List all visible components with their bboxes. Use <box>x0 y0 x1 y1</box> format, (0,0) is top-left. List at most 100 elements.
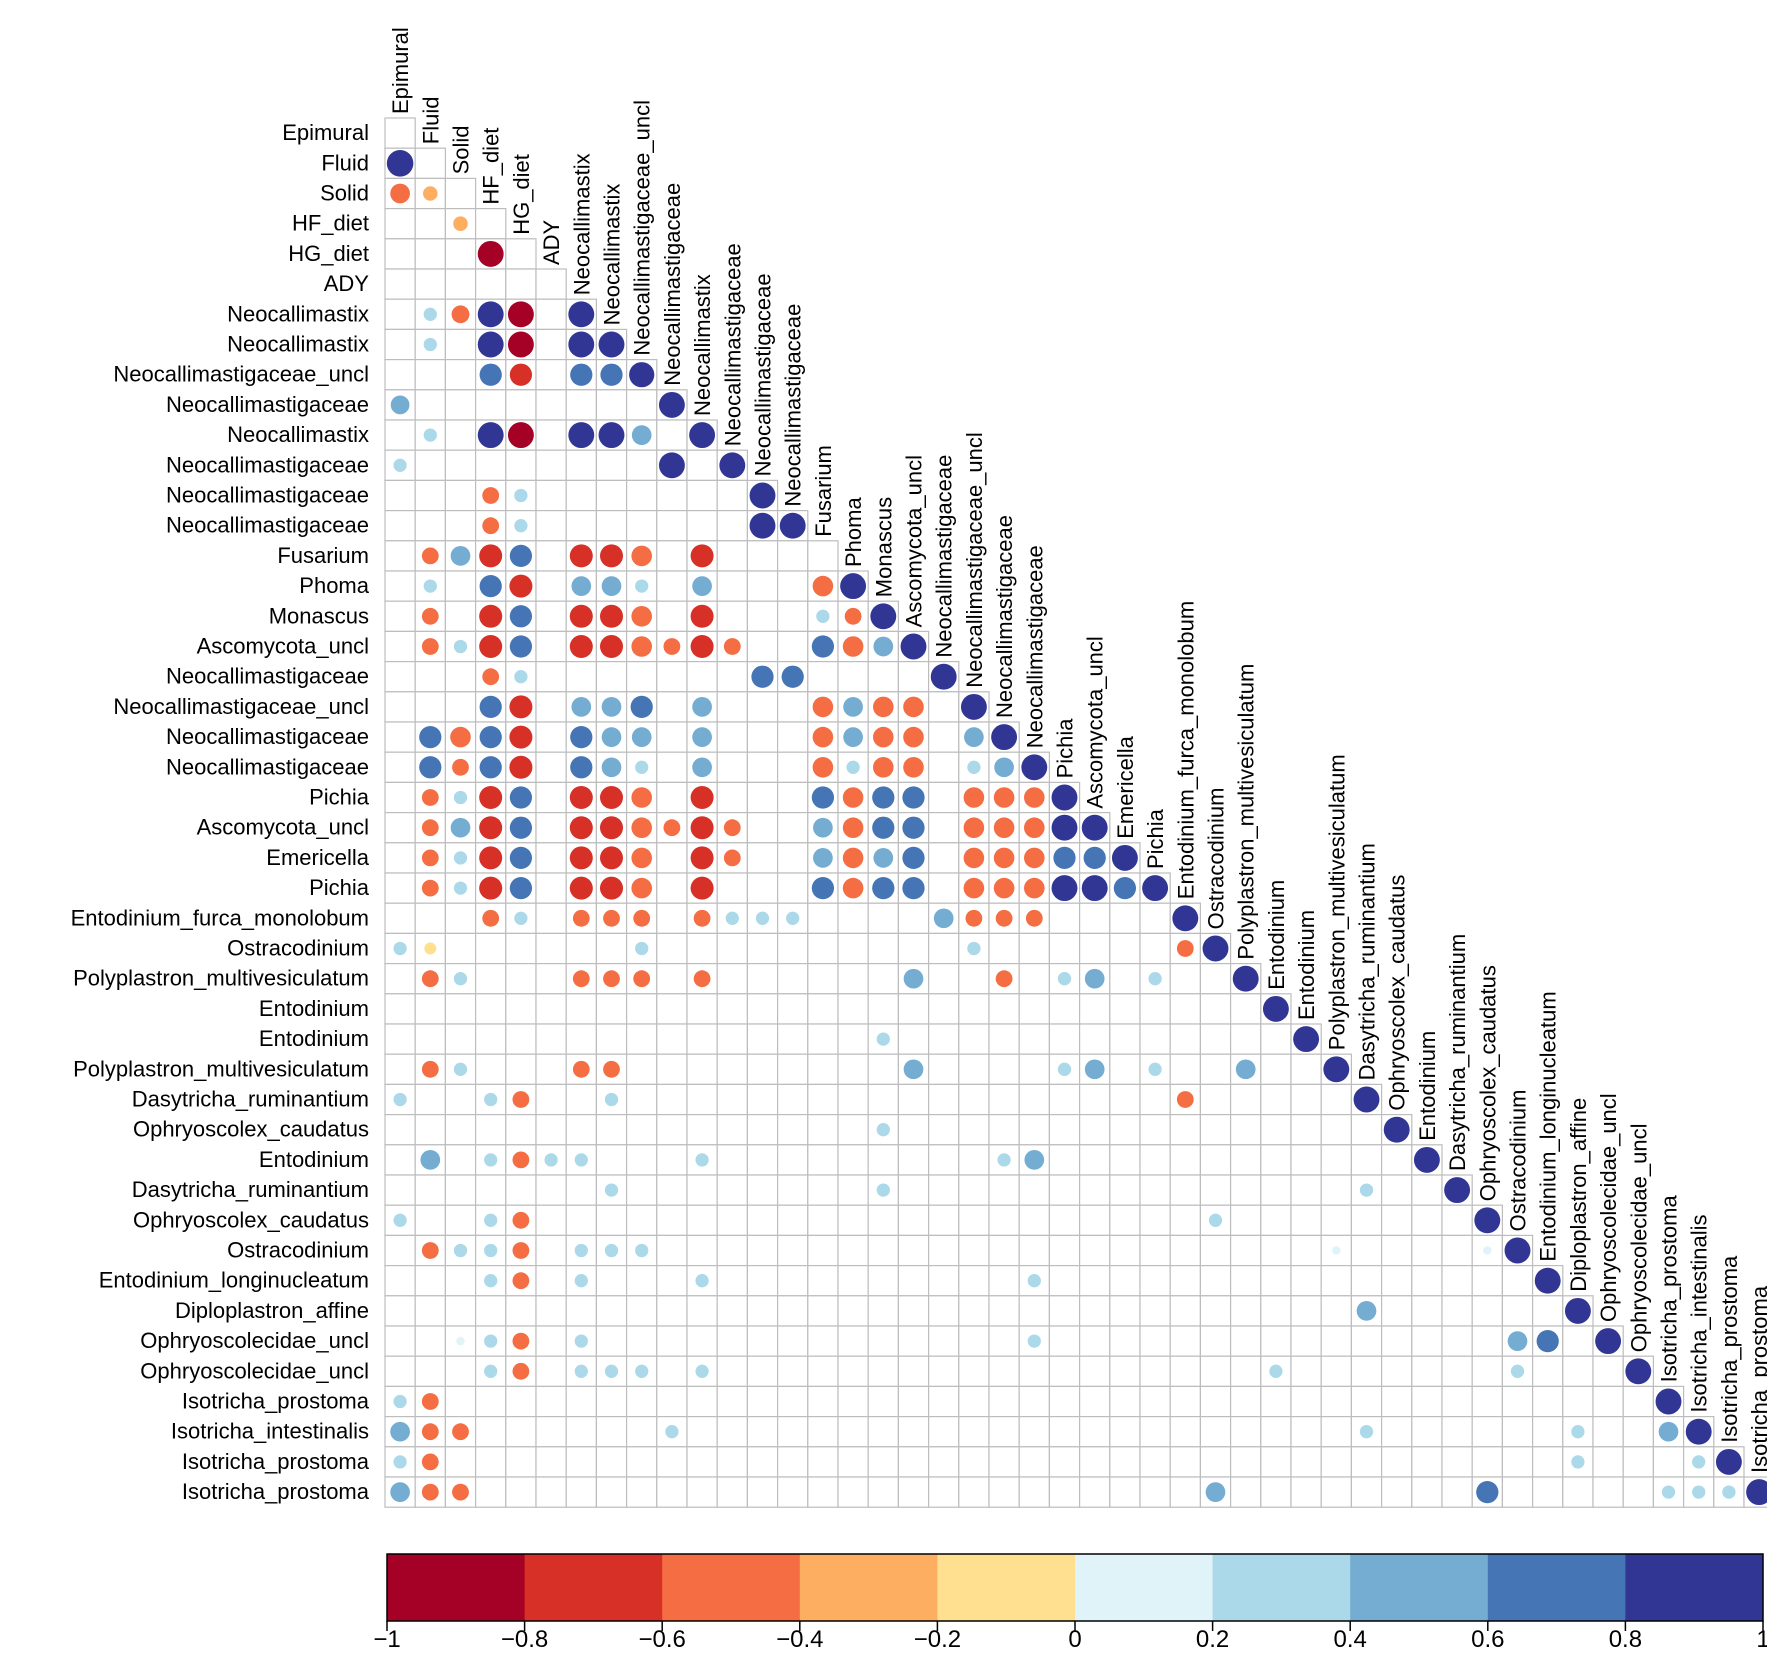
grid-cell <box>535 600 567 633</box>
grid-cell <box>1048 1234 1081 1267</box>
color-legend-tick-label: −0.4 <box>776 1626 823 1653</box>
color-legend-tick-label: −0.6 <box>639 1626 686 1653</box>
grid-cell <box>1350 1204 1383 1236</box>
grid-cell <box>1320 1295 1352 1327</box>
grid-cell <box>1622 1385 1654 1418</box>
correlation-circle <box>1269 1364 1283 1378</box>
correlation-circle <box>604 1183 619 1197</box>
correlation-circle <box>963 877 985 899</box>
column-label: Neocallimastix <box>569 153 594 295</box>
grid-cell <box>475 449 507 482</box>
correlation-circle <box>574 1274 588 1288</box>
grid-cell <box>807 902 839 935</box>
grid-cell <box>897 660 930 693</box>
grid-cell <box>656 570 688 602</box>
grid-cell <box>686 993 718 1025</box>
grid-cell <box>384 721 416 753</box>
grid-cell <box>1018 1355 1051 1387</box>
grid-cell <box>1078 1385 1111 1418</box>
grid-cell <box>1380 1355 1413 1387</box>
grid-cell <box>1048 1325 1081 1357</box>
grid-cell <box>897 1234 930 1267</box>
grid-cell <box>1501 1385 1534 1418</box>
grid-cell <box>746 1476 779 1508</box>
column-label: Entodinium <box>1264 880 1289 990</box>
correlation-circle <box>1027 1334 1041 1348</box>
grid-cell <box>716 600 749 633</box>
grid-cell <box>988 1083 1020 1116</box>
grid-cell <box>565 1446 598 1478</box>
grid-cell <box>595 1446 628 1478</box>
correlation-circle <box>569 816 593 840</box>
grid-cell <box>1199 1234 1232 1267</box>
grid-cell <box>776 1295 809 1327</box>
correlation-circle <box>635 1364 649 1378</box>
correlation-circle <box>693 970 711 988</box>
grid-cell <box>625 1446 658 1478</box>
grid-cell <box>565 389 598 421</box>
grid-cell <box>1048 1446 1081 1478</box>
grid-cell <box>1290 1144 1322 1176</box>
grid-cell <box>1260 1234 1292 1267</box>
grid-cell <box>1260 1083 1292 1116</box>
color-legend-bin <box>799 1554 938 1621</box>
correlation-circle <box>1111 844 1138 871</box>
correlation-circle <box>842 817 864 838</box>
grid-cell <box>414 660 447 693</box>
correlation-circle <box>1057 972 1072 986</box>
row-label: Neocallimastigaceae <box>166 664 369 689</box>
grid-cell <box>595 449 628 482</box>
correlation-circle <box>453 881 468 895</box>
grid-cell <box>565 1023 598 1055</box>
row-label: Entodinium <box>259 996 369 1021</box>
grid-cell <box>414 1325 447 1357</box>
row-label: Ostracodinium <box>227 936 369 961</box>
correlation-circle <box>1323 1056 1350 1083</box>
correlation-circle <box>477 240 504 267</box>
correlation-circle <box>479 604 503 628</box>
grid-cell <box>1139 1083 1171 1116</box>
grid-cell <box>988 1415 1020 1448</box>
correlation-circle <box>631 817 652 838</box>
row-label: Diploplastron_affine <box>175 1298 369 1323</box>
grid-cell <box>746 1234 779 1267</box>
grid-cell <box>414 449 447 482</box>
grid-cell <box>505 238 537 270</box>
grid-cell <box>867 1415 900 1448</box>
correlation-circle <box>484 1153 498 1167</box>
grid-cell <box>807 540 839 572</box>
correlation-circle <box>873 636 894 657</box>
color-legend-bin <box>1625 1554 1764 1621</box>
grid-cell <box>1199 1053 1232 1085</box>
grid-cell <box>444 479 477 512</box>
grid-cell <box>384 117 416 149</box>
grid-cell <box>384 540 416 572</box>
correlation-circle <box>872 786 895 809</box>
grid-cell <box>927 721 960 753</box>
correlation-circle <box>421 547 439 565</box>
correlation-circle <box>423 579 437 593</box>
grid-cell <box>1471 1385 1503 1418</box>
correlation-circle <box>872 876 895 900</box>
grid-cell <box>414 691 447 723</box>
column-label: Ophryoscolex_caudatus <box>1475 965 1500 1201</box>
column-label: Solid <box>449 125 474 174</box>
grid-cell <box>535 1023 567 1055</box>
grid-cell <box>1139 1446 1171 1478</box>
grid-cell <box>444 1264 477 1297</box>
grid-cell <box>837 993 869 1025</box>
column-label: Pichia <box>1143 808 1168 869</box>
grid-cell <box>897 1083 930 1116</box>
grid-cell <box>927 1295 960 1327</box>
correlation-circle <box>482 668 500 686</box>
column-label: Polyplastron_multivesiculatum <box>1234 664 1259 960</box>
correlation-circle <box>903 968 924 989</box>
grid-cell <box>656 902 688 935</box>
correlation-circle <box>571 697 592 717</box>
grid-cell <box>988 1325 1020 1357</box>
grid-cell <box>625 1385 658 1418</box>
grid-cell <box>1018 1476 1051 1508</box>
grid-cell <box>776 811 809 844</box>
correlation-circle <box>1025 909 1043 927</box>
grid-cell <box>897 1325 930 1357</box>
